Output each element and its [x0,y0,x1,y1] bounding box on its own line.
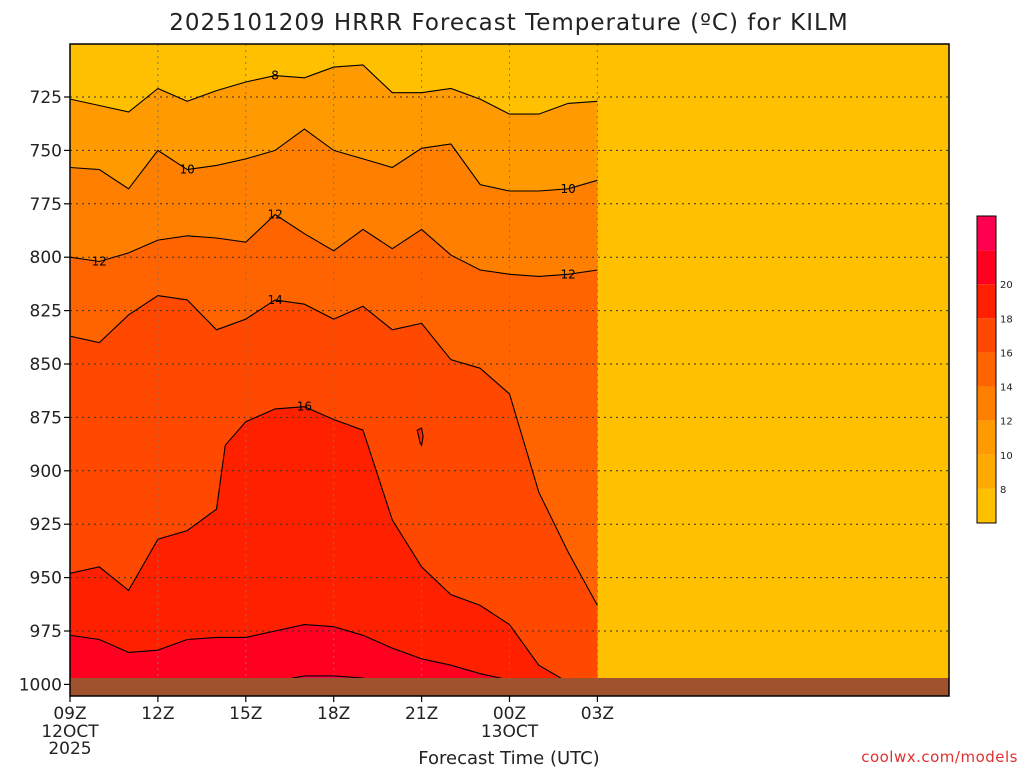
colorbar-swatch-0 [977,488,996,523]
colorbar-tick-14: 14 [1000,383,1013,394]
surface-ground-band [70,678,949,696]
x-tick-label-00Z: 00Z [493,704,526,724]
colorbar-tick-16: 16 [1000,348,1013,359]
y-tick-label-825: 825 [30,302,62,322]
colorbar-legend: 8 10 12 14 16 18 20 [976,215,1013,524]
colorbar-frame [976,215,997,524]
colorbar-swatch-5 [977,318,996,353]
y-tick-label-775: 775 [30,195,62,215]
x-tick-sublabel-13OCT: 13OCT [481,722,539,742]
y-tick-label-900: 900 [30,462,62,482]
y-tick-label-800: 800 [30,248,62,268]
x-tick-label-18Z: 18Z [317,704,350,724]
contour-line-14 [70,295,598,606]
colorbar-tick-18: 18 [1000,314,1013,325]
x-tick-sublabel-2025: 2025 [48,739,91,759]
colorbar-swatch-8 [977,216,996,251]
colorbar-swatch-4 [977,352,996,387]
x-tick-label-21Z: 21Z [405,704,438,724]
y-tick-label-925: 925 [30,515,62,535]
contour-line-8 [70,64,598,115]
colorbar-swatch-2 [977,420,996,455]
y-axis-ticks: 725 750 775 800 825 850 875 900 925 950 975 1000 [19,88,70,695]
contour-label-10-0: 10 [180,163,195,177]
colorbar-tick-20: 20 [1000,280,1013,291]
contour-label-12-0: 12 [92,254,107,268]
band-above-16 [70,406,598,696]
x-axis-label: Forecast Time (UTC) [418,748,599,768]
site-credit: coolwx.com/models [861,748,1018,766]
x-tick-label-03Z: 03Z [581,704,614,724]
contour-line-12 [70,213,598,277]
contour-line-16-small [416,427,424,447]
x-tick-sublabel-12OCT: 12OCT [41,722,99,742]
y-tick-label-850: 850 [30,355,62,375]
contour-line-18 [70,624,525,688]
contour-label-8-0: 8 [271,69,279,83]
x-tick-label-15Z: 15Z [229,704,262,724]
y-tick-label-725: 725 [30,88,62,108]
y-tick-label-875: 875 [30,408,62,428]
contour-label-14-0: 14 [267,293,282,307]
contour-label-12-1: 12 [267,207,282,221]
contour-label-16-0: 16 [297,400,312,414]
colorbar-tick-10: 10 [1000,451,1013,462]
colorbar-swatch-3 [977,386,996,421]
colorbar-swatch-7 [977,250,996,285]
x-tick-label-12Z: 12Z [141,704,174,724]
y-tick-label-750: 750 [30,141,62,161]
y-tick-label-950: 950 [30,569,62,589]
y-tick-label-975: 975 [30,622,62,642]
colorbar-tick-8: 8 [1000,485,1006,496]
colorbar-swatch-6 [977,284,996,319]
contour-label-10-1: 10 [560,182,575,196]
colorbar-tick-12: 12 [1000,417,1013,428]
colorbar-swatch-1 [977,454,996,489]
chart-title: 2025101209 HRRR Forecast Temperature (ºC… [169,10,848,36]
contour-line-10 [70,128,598,192]
contour-label-12-2: 12 [560,267,575,281]
contour-line-16 [70,406,598,688]
temperature-fill-bands [70,44,949,696]
y-tick-label-1000: 1000 [19,675,62,695]
contour-lines: 8 10 10 12 12 12 14 16 [70,64,598,688]
x-tick-label-09Z: 09Z [53,704,86,724]
